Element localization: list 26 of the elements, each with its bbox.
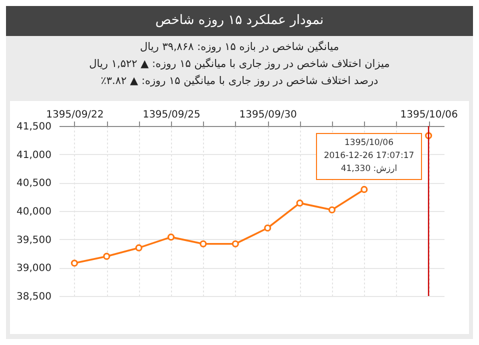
x-tick-label: 1395/09/22 xyxy=(46,110,104,120)
point xyxy=(200,240,207,248)
x-tick-label: 1395/09/25 xyxy=(142,110,200,120)
point xyxy=(264,224,272,232)
point xyxy=(328,206,336,214)
point xyxy=(296,200,304,207)
point xyxy=(70,260,78,267)
y-tick-label: 39,000 xyxy=(16,263,52,274)
chart-title: نمودار عملکرد ۱۵ روزه شاخص xyxy=(6,6,473,36)
y-tick-label: 38,500 xyxy=(16,292,52,302)
y-tick-label: 40,500 xyxy=(16,178,52,190)
point xyxy=(103,252,110,260)
y-tick-label: 41,500 xyxy=(16,122,52,132)
x-tick-label: 1395/09/30 xyxy=(239,110,297,120)
text: میانگین شاخص در بازه ۱۵ روزه: ۳۹,۸۶۸ ریال xyxy=(139,40,340,55)
y-tick-label: 40,000 xyxy=(16,206,52,218)
point xyxy=(232,240,239,248)
text: درصد اختلاف شاخص در روز جاری با میانگین ۱۵ روزه: ▲ ۳.۸۲٪ xyxy=(100,74,380,89)
text: میزان اختلاف شاخص در روز جاری با میانگین ۱۵ روزه: ▲ ۱,۵۲۲ ریال xyxy=(88,56,391,72)
x-tick-label: 1395/10/06 xyxy=(400,110,458,120)
y-tick-label: 41,000 xyxy=(16,150,52,161)
y-tick-label: 39,500 xyxy=(16,234,52,246)
point xyxy=(167,234,175,241)
point xyxy=(135,244,142,252)
tooltip-box: 1395/10/06 2016-12-26 17:07:17 ارزش: 41,330 xyxy=(316,133,422,180)
point xyxy=(360,186,368,193)
